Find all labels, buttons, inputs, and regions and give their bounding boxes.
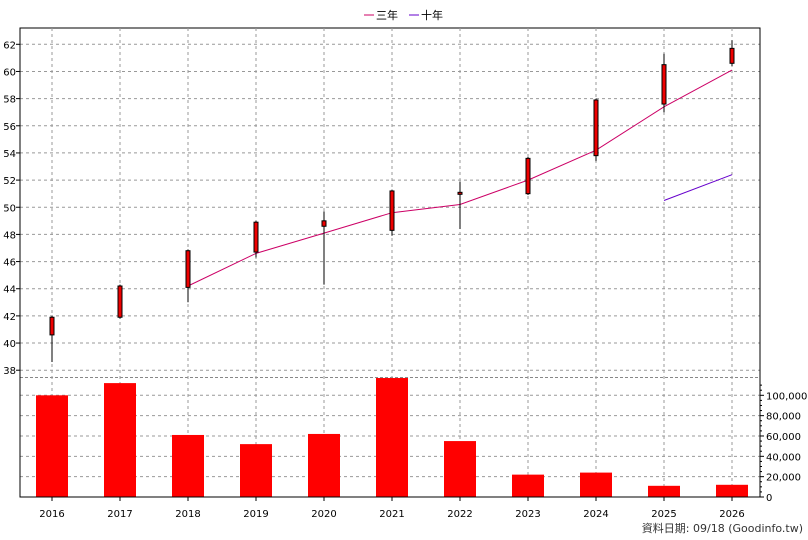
x-tick-label: 2016: [39, 509, 64, 520]
price-tick-label: 42: [3, 312, 16, 323]
volume-bars: [36, 378, 748, 497]
volume-bar: [376, 378, 408, 497]
candle: [117, 284, 123, 319]
volume-bar: [36, 395, 68, 497]
candle: [525, 157, 531, 196]
price-tick-label: 54: [3, 149, 16, 160]
x-tick-label: 2019: [243, 509, 268, 520]
volume-tick-label: 40,000: [766, 452, 801, 463]
candle: [253, 220, 259, 258]
legend-label-3yr: 三年: [376, 8, 398, 22]
candle: [729, 40, 735, 67]
legend: 三年 十年: [364, 8, 443, 22]
volume-tick-label: 0: [766, 493, 772, 504]
candle-body: [457, 191, 463, 195]
volume-bar: [648, 485, 680, 497]
x-tick-label: 2024: [583, 509, 608, 520]
candle-body: [117, 285, 123, 318]
x-tick-label: 2020: [311, 509, 336, 520]
candle: [185, 249, 191, 303]
legend-label-10yr: 十年: [421, 8, 443, 22]
price-tick-label: 44: [3, 285, 16, 296]
candle-body: [49, 316, 55, 336]
candle: [661, 53, 667, 113]
volume-tick-label: 100,000: [766, 391, 807, 402]
candle-body: [729, 47, 735, 64]
price-tick-label: 56: [3, 122, 16, 133]
x-tick-label: 2023: [515, 509, 540, 520]
x-tick-label: 2025: [651, 509, 676, 520]
price-tick-label: 50: [3, 203, 16, 214]
price-tick-label: 52: [3, 176, 16, 187]
candle-body: [525, 157, 531, 195]
x-tick-label: 2018: [175, 509, 200, 520]
candle: [49, 315, 55, 363]
price-tick-label: 46: [3, 258, 16, 269]
volume-bar: [716, 484, 748, 497]
volume-bar: [104, 383, 136, 497]
candle: [389, 189, 395, 236]
candle-body: [593, 99, 599, 157]
candle-body: [185, 250, 191, 288]
volume-bar: [580, 472, 612, 497]
data-date-footer: 資料日期: 09/18 (Goodinfo.tw): [642, 521, 803, 535]
series-line-2: [663, 174, 733, 201]
x-tick-label: 2021: [379, 509, 404, 520]
price-tick-label: 38: [3, 366, 16, 377]
candlesticks: [49, 40, 735, 363]
price-tick-label: 48: [3, 230, 16, 241]
axes: 2016 2017 2018 2019 2020 2021 2022 2023 2024 2025…: [3, 28, 807, 520]
candle-body: [661, 64, 667, 105]
volume-tick-label: 80,000: [766, 412, 801, 423]
candle-body: [321, 220, 327, 227]
volume-tick-label: 20,000: [766, 473, 801, 484]
volume-bar: [240, 444, 272, 497]
price-tick-label: 60: [3, 67, 16, 78]
x-tick-label: 2022: [447, 509, 472, 520]
candle: [321, 211, 327, 285]
price-tick-label: 62: [3, 40, 16, 51]
volume-bar: [172, 434, 204, 497]
price-tick-label: 40: [3, 339, 16, 350]
candle-body: [253, 221, 259, 253]
price-tick-label: 58: [3, 95, 16, 106]
x-tick-label: 2026: [719, 509, 744, 520]
volume-tick-label: 60,000: [766, 432, 801, 443]
volume-bar: [308, 433, 340, 497]
x-tick-label: 2017: [107, 509, 132, 520]
candle-body: [389, 190, 395, 231]
candle: [593, 98, 599, 162]
volume-bar: [444, 441, 476, 497]
candle: [457, 181, 463, 229]
volume-bar: [512, 474, 544, 497]
